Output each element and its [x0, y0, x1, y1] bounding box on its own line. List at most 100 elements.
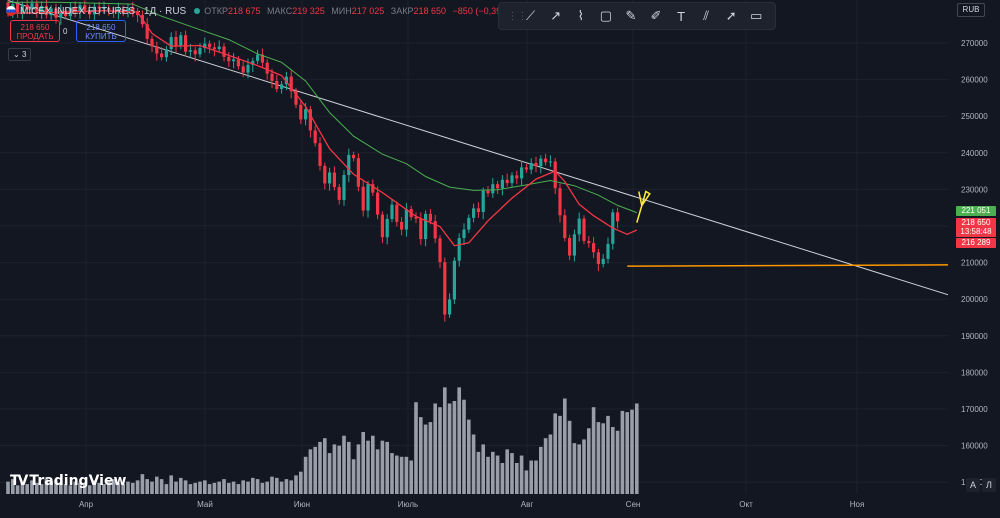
- volume-bar: [318, 441, 322, 494]
- volume-bar: [217, 481, 221, 494]
- volume-bar: [251, 477, 255, 494]
- candle-body: [404, 209, 408, 230]
- symbol-title[interactable]: MICEX INDEX FUTURES · 1Д · RUS: [20, 5, 187, 17]
- price-tick-label: 160000: [961, 442, 988, 451]
- candle-body: [304, 109, 308, 120]
- volume-bars: [6, 387, 639, 494]
- candle-body: [376, 192, 380, 215]
- low-value: 217 025: [351, 6, 385, 16]
- volume-bar: [515, 463, 519, 494]
- volume-bar: [212, 482, 217, 494]
- volume-bar: [423, 424, 428, 494]
- time-axis-bg: [0, 494, 1000, 518]
- candle-body: [184, 35, 188, 52]
- time-tick-label: Ноя: [850, 500, 865, 509]
- candle-body: [366, 184, 370, 211]
- candle-body: [424, 213, 428, 240]
- last-price: 218 650: [961, 218, 991, 227]
- candle-body: [491, 184, 495, 194]
- polyline-icon[interactable]: ⌇: [577, 8, 584, 23]
- volume-bar: [414, 402, 418, 494]
- parallel-icon[interactable]: ⫽: [703, 8, 710, 23]
- candle-body: [467, 217, 471, 230]
- candle-body: [596, 252, 600, 264]
- ray-icon[interactable]: ↗: [550, 8, 562, 23]
- volume-bar: [222, 479, 226, 494]
- price-axis[interactable]: 2700002600002500002400002300002200002100…: [948, 0, 1000, 518]
- candle-body: [400, 221, 404, 230]
- volume-bar: [159, 479, 164, 494]
- volume-bar: [337, 445, 341, 494]
- volume-bar: [260, 482, 265, 494]
- rectangle-icon[interactable]: ▢: [599, 8, 612, 23]
- price-tick-label: 180000: [961, 368, 988, 377]
- candle-body: [568, 237, 572, 256]
- candle-body: [208, 43, 212, 48]
- time-tick-label: Май: [197, 500, 213, 509]
- volume-bar: [164, 484, 169, 494]
- log-scale-button[interactable]: Л: [982, 478, 996, 492]
- candle-body: [73, 7, 77, 12]
- candle-body: [232, 59, 236, 62]
- volume-bar: [596, 422, 601, 494]
- candle-body: [289, 76, 293, 92]
- sma-price-tag: 221 051: [956, 206, 996, 216]
- callout-icon[interactable]: ▭: [750, 8, 763, 23]
- volume-bar: [399, 456, 404, 494]
- volume-bar: [63, 484, 68, 494]
- volume-bar: [635, 403, 639, 494]
- volume-bar: [92, 480, 97, 494]
- auto-scale-button[interactable]: A: [966, 478, 980, 492]
- volume-bar: [97, 482, 101, 494]
- time-tick-label: Июль: [398, 500, 418, 509]
- volume-bar: [275, 477, 279, 494]
- volume-bar: [303, 456, 308, 494]
- brush-icon[interactable]: ✎: [625, 8, 637, 23]
- volume-bar: [135, 480, 140, 494]
- volume-bar: [553, 413, 557, 494]
- buy-button[interactable]: 218 650 КУПИТЬ: [76, 20, 126, 42]
- candle-body: [179, 35, 183, 46]
- candle-body: [577, 218, 581, 235]
- volume-bar: [615, 430, 620, 494]
- chevron-down-icon: ⌄: [13, 50, 20, 59]
- arrow-icon[interactable]: ➚: [725, 8, 737, 23]
- volume-bar: [510, 453, 514, 494]
- sell-button[interactable]: 218 650 ПРОДАТЬ: [10, 20, 60, 42]
- volume-bar: [563, 398, 567, 494]
- candle-body: [371, 184, 375, 193]
- candle-body: [505, 179, 509, 184]
- indicators-collapse-button[interactable]: ⌄ 3: [8, 48, 32, 61]
- candle-body: [443, 262, 447, 315]
- candle-body: [270, 73, 274, 81]
- candle-body: [534, 162, 538, 167]
- volume-bar: [15, 485, 20, 494]
- pen-icon[interactable]: ✐: [650, 8, 662, 23]
- candles[interactable]: [6, 0, 620, 322]
- volume-bar: [107, 481, 111, 494]
- currency-selector[interactable]: RUB: [957, 3, 985, 17]
- candle-body: [428, 213, 432, 222]
- candle-body: [131, 8, 135, 12]
- volume-bar: [481, 444, 485, 494]
- volume-bar: [457, 387, 461, 494]
- volume-bar: [558, 415, 562, 494]
- drawing-toolbar: ⋮⋮ ⟋ ↗ ⌇ ▢ ✎ ✐ T ⫽ ➚ ▭: [498, 2, 776, 30]
- trend-line-icon[interactable]: ⟋: [526, 8, 536, 23]
- candle-body: [83, 5, 87, 11]
- candle-body: [294, 91, 298, 105]
- volume-bar: [174, 481, 178, 494]
- text-icon[interactable]: T: [677, 8, 686, 24]
- volume-bar: [447, 403, 452, 494]
- time-axis[interactable]: Апр Май Июн Июль Авг Сен Окт Ноя: [0, 494, 1000, 518]
- candle-body: [30, 3, 34, 10]
- high-value: 219 325: [292, 6, 325, 16]
- candle-body: [150, 38, 154, 47]
- volume-bar: [486, 456, 490, 494]
- drag-handle-icon[interactable]: ⋮⋮: [507, 10, 528, 22]
- tradingview-logo[interactable]: TV TradingView: [10, 473, 126, 489]
- volume-bar: [395, 455, 399, 494]
- brand-name: TradingView: [29, 473, 127, 489]
- volume-bar: [183, 480, 188, 494]
